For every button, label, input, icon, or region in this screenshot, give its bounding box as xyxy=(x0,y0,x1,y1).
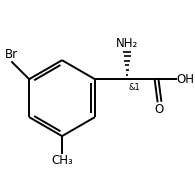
Text: CH₃: CH₃ xyxy=(51,154,73,167)
Text: OH: OH xyxy=(176,73,194,86)
Text: O: O xyxy=(155,103,164,116)
Text: NH₂: NH₂ xyxy=(116,37,138,50)
Text: Br: Br xyxy=(4,48,18,61)
Text: &1: &1 xyxy=(128,83,140,92)
